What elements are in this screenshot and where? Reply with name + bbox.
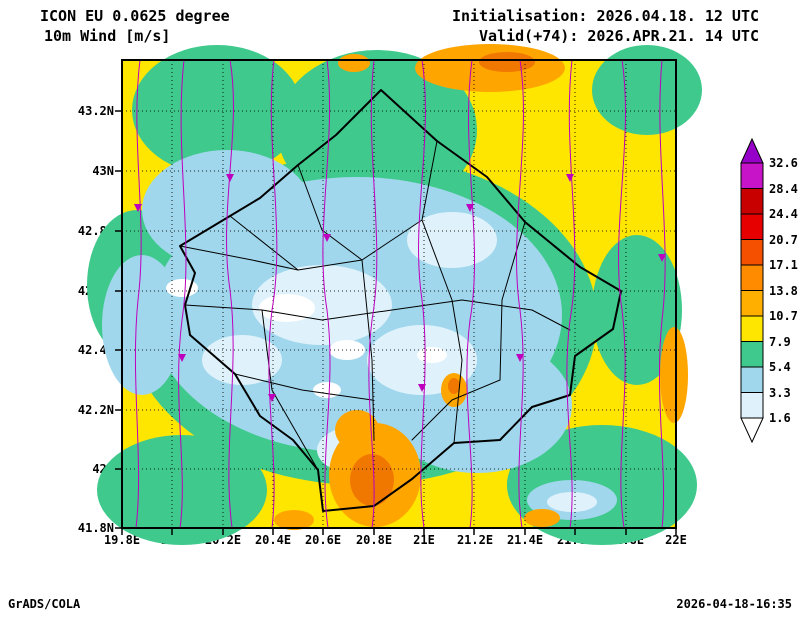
x-axis-label: 20.8E [355,533,393,547]
country-border [179,89,622,512]
grid-lines [122,60,676,528]
model-title: ICON EU 0.0625 degree [40,7,230,25]
creation-timestamp: 2026-04-18-16:35 [676,597,792,611]
x-axis-label: 19.8E [103,533,141,547]
colorbar-band [740,341,764,368]
colorbar-band [740,315,764,342]
x-axis-label: 22E [665,533,687,547]
x-axis-label: 21.4E [506,533,544,547]
colorbar-band [740,264,764,291]
colorbar-band [740,213,764,240]
colorbar-band [740,392,764,419]
admin-borders [179,89,622,512]
colorbar-level-label: 10.7 [769,309,798,323]
valid-time: Valid(+74): 2026.APR.21. 14 UTC [479,27,759,45]
colorbar-band [740,366,764,393]
x-axis-label: 20.6E [304,533,342,547]
wind-streamlines [134,59,666,529]
colorbar: 32.6 28.4 24.4 20.7 17.1 13.8 10.7 7.9 5… [740,137,798,444]
axis-ticks [115,110,677,535]
colorbar-level-label: 7.9 [769,335,791,349]
colorbar-level-label: 17.1 [769,258,798,272]
colorbar-band [740,290,764,317]
colorbar-under-triangle [740,417,764,444]
field-title: 10m Wind [m/s] [44,27,171,45]
colorbar-level-label: 1.6 [769,411,791,425]
colorbar-over-triangle [740,137,764,164]
colorbar-level-label: 3.3 [769,386,791,400]
x-axis-label: 21.2E [456,533,494,547]
plot-frame [121,59,677,529]
colorbar-level-label: 20.7 [769,233,798,247]
wind-fill-layer [87,44,702,545]
municipality-borders [179,140,571,471]
x-axis-label: 21E [413,533,435,547]
x-axis-label: 20.4E [254,533,292,547]
colorbar-band [740,239,764,266]
init-time: Initialisation: 2026.04.18. 12 UTC [451,7,759,25]
y-axis-label: 43N [92,164,114,178]
colorbar-band [740,188,764,215]
colorbar-level-label: 32.6 [769,156,798,170]
y-axis-label: 43.2N [77,104,114,118]
grads-credit: GrADS/COLA [8,597,81,611]
y-axis-label: 42.2N [77,403,114,417]
colorbar-level-label: 5.4 [769,360,791,374]
colorbar-level-label: 28.4 [769,182,798,196]
streamline-arrowheads [134,174,666,402]
y-axis-label: 41.8N [77,521,114,535]
colorbar-band [740,162,764,189]
wind-map-plot [87,44,702,545]
colorbar-level-label: 24.4 [769,207,798,221]
colorbar-level-label: 13.8 [769,284,798,298]
